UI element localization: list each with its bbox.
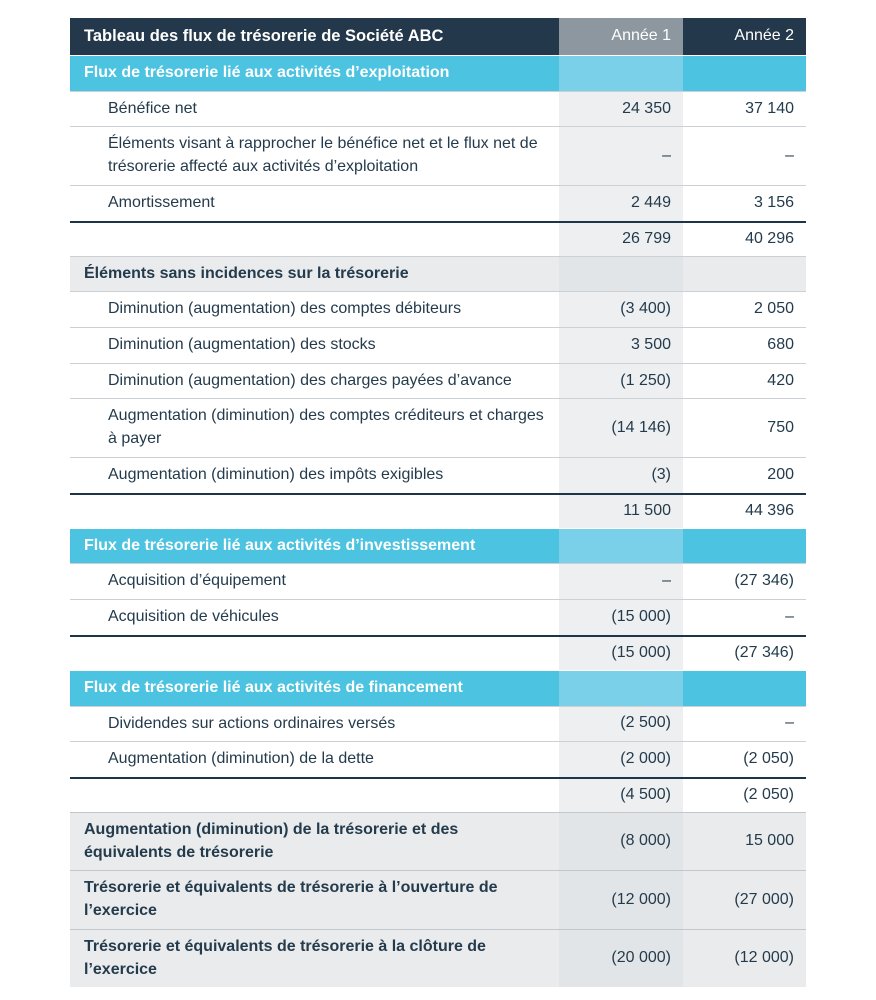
row-label: Flux de trésorerie lié aux activités d’e… [84, 64, 450, 81]
line-item-row: Bénéfice net 24 350 37 140 [70, 90, 806, 127]
value-annee-1: (12 000) [559, 871, 683, 929]
value-annee-1 [559, 56, 683, 91]
section-banner-row: Flux de trésorerie lié aux activités de … [70, 669, 806, 706]
subtotal-row: (15 000) (27 346) [70, 634, 806, 670]
row-label: Dividendes sur actions ordinaires versés [108, 714, 396, 732]
value-annee-1 [559, 528, 683, 564]
value-annee-1: – [559, 127, 683, 185]
value-annee-2: 2 050 [753, 300, 794, 318]
value-annee-1: (15 000) [559, 636, 683, 670]
value-annee-2 [683, 56, 806, 91]
subtotal-row: (4 500) (2 050) [70, 776, 806, 812]
line-item-row: Diminution (augmentation) des charges pa… [70, 362, 806, 399]
value-annee-1: (1 250) [559, 363, 683, 399]
grand-total-row: Trésorerie et équivalents de trésorerie … [70, 870, 806, 929]
row-label: Diminution (augmentation) des comptes dé… [108, 300, 462, 318]
value-annee-2: (27 346) [734, 572, 794, 590]
value-annee-2: 37 140 [745, 99, 794, 117]
value-annee-1: (14 146) [559, 399, 683, 457]
table-header-row: Tableau des flux de trésorerie de Sociét… [70, 18, 806, 55]
line-item-row: Acquisition de véhicules (15 000) – [70, 599, 806, 635]
row-label: Diminution (augmentation) des stocks [108, 336, 376, 354]
value-annee-2: 15 000 [745, 832, 794, 850]
row-label: Flux de trésorerie lié aux activités d’i… [84, 536, 476, 554]
subtotal-row: 11 500 44 396 [70, 492, 806, 528]
value-annee-2 [683, 671, 806, 706]
value-annee-2 [683, 529, 806, 564]
value-annee-2: (2 050) [743, 750, 794, 768]
section-subheader-row: Éléments sans incidences sur la trésorer… [70, 255, 806, 292]
line-item-row: Diminution (augmentation) des comptes dé… [70, 291, 806, 328]
column-header-annee-1: Année 1 [559, 18, 683, 55]
value-annee-1: (20 000) [559, 929, 683, 988]
row-label: Diminution (augmentation) des charges pa… [108, 371, 512, 389]
row-label: Bénéfice net [108, 99, 197, 117]
subtotal-row: 26 799 40 296 [70, 220, 806, 256]
value-annee-2: 680 [767, 335, 794, 353]
value-annee-1: 26 799 [559, 222, 683, 256]
value-annee-1: (3 400) [559, 292, 683, 328]
value-annee-2: 40 296 [745, 229, 794, 247]
row-label: Trésorerie et équivalents de trésorerie … [84, 937, 486, 978]
row-label [70, 779, 559, 812]
line-item-row: Augmentation (diminution) des comptes cr… [70, 398, 806, 457]
line-item-row: Éléments visant à rapprocher le bénéfice… [70, 126, 806, 185]
column-header-annee-2: Année 2 [734, 27, 794, 45]
value-annee-2: – [785, 146, 794, 164]
value-annee-1: (4 500) [559, 778, 683, 812]
value-annee-1: – [559, 564, 683, 600]
value-annee-2: (12 000) [734, 949, 794, 967]
row-label: Augmentation (diminution) de la trésorer… [84, 820, 459, 861]
value-annee-1 [559, 256, 683, 292]
value-annee-1: 3 500 [559, 328, 683, 363]
line-item-row: Diminution (augmentation) des stocks 3 50… [70, 327, 806, 363]
value-annee-2 [683, 257, 806, 292]
row-label: Acquisition de véhicules [108, 608, 279, 626]
value-annee-1: (15 000) [559, 600, 683, 635]
section-banner-row: Flux de trésorerie lié aux activités d’e… [70, 55, 806, 91]
value-annee-1 [559, 670, 683, 706]
row-label: Augmentation (diminution) des impôts exi… [108, 465, 444, 483]
grand-total-row: Trésorerie et équivalents de trésorerie … [70, 928, 806, 988]
value-annee-1: 2 449 [559, 185, 683, 221]
section-banner-row: Flux de trésorerie lié aux activités d’i… [70, 527, 806, 564]
value-annee-2: 3 156 [753, 193, 794, 211]
row-label [70, 637, 559, 670]
line-item-row: Augmentation (diminution) des impôts exi… [70, 456, 806, 493]
value-annee-1: (8 000) [559, 812, 683, 871]
line-item-row: Augmentation (diminution) de la dette (2 … [70, 741, 806, 777]
value-annee-2: – [785, 608, 794, 626]
row-label: Acquisition d’équipement [108, 572, 286, 590]
value-annee-2: (27 346) [734, 643, 794, 661]
value-annee-1: (2 000) [559, 742, 683, 777]
value-annee-2: – [785, 714, 794, 732]
line-item-row: Amortissement 2 449 3 156 [70, 184, 806, 221]
row-label [70, 495, 559, 528]
value-annee-2: (27 000) [734, 890, 794, 908]
value-annee-1: (2 500) [559, 706, 683, 742]
table-body: Flux de trésorerie lié aux activités d’e… [70, 55, 806, 988]
value-annee-1: 24 350 [559, 91, 683, 127]
value-annee-2: 750 [767, 418, 794, 436]
value-annee-1: 11 500 [559, 494, 683, 528]
row-label: Flux de trésorerie lié aux activités de … [84, 678, 463, 696]
row-label: Augmentation (diminution) de la dette [108, 750, 374, 768]
row-label: Trésorerie et équivalents de trésorerie … [84, 879, 498, 920]
row-label [70, 223, 559, 256]
grand-total-row: Augmentation (diminution) de la trésorer… [70, 811, 806, 871]
cash-flow-statement-table: Tableau des flux de trésorerie de Sociét… [70, 18, 806, 988]
value-annee-1: (3) [559, 457, 683, 493]
row-label: Éléments visant à rapprocher le bénéfice… [108, 135, 538, 176]
row-label: Amortissement [108, 193, 215, 211]
line-item-row: Dividendes sur actions ordinaires versés… [70, 705, 806, 742]
value-annee-2: 420 [767, 371, 794, 389]
row-label: Éléments sans incidences sur la trésorer… [84, 264, 409, 282]
value-annee-2: (2 050) [743, 786, 794, 804]
value-annee-2: 44 396 [745, 501, 794, 519]
value-annee-2: 200 [767, 465, 794, 483]
line-item-row: Acquisition d’équipement – (27 346) [70, 563, 806, 600]
row-label: Augmentation (diminution) des comptes cr… [108, 407, 544, 448]
table-title: Tableau des flux de trésorerie de Sociét… [84, 26, 444, 45]
